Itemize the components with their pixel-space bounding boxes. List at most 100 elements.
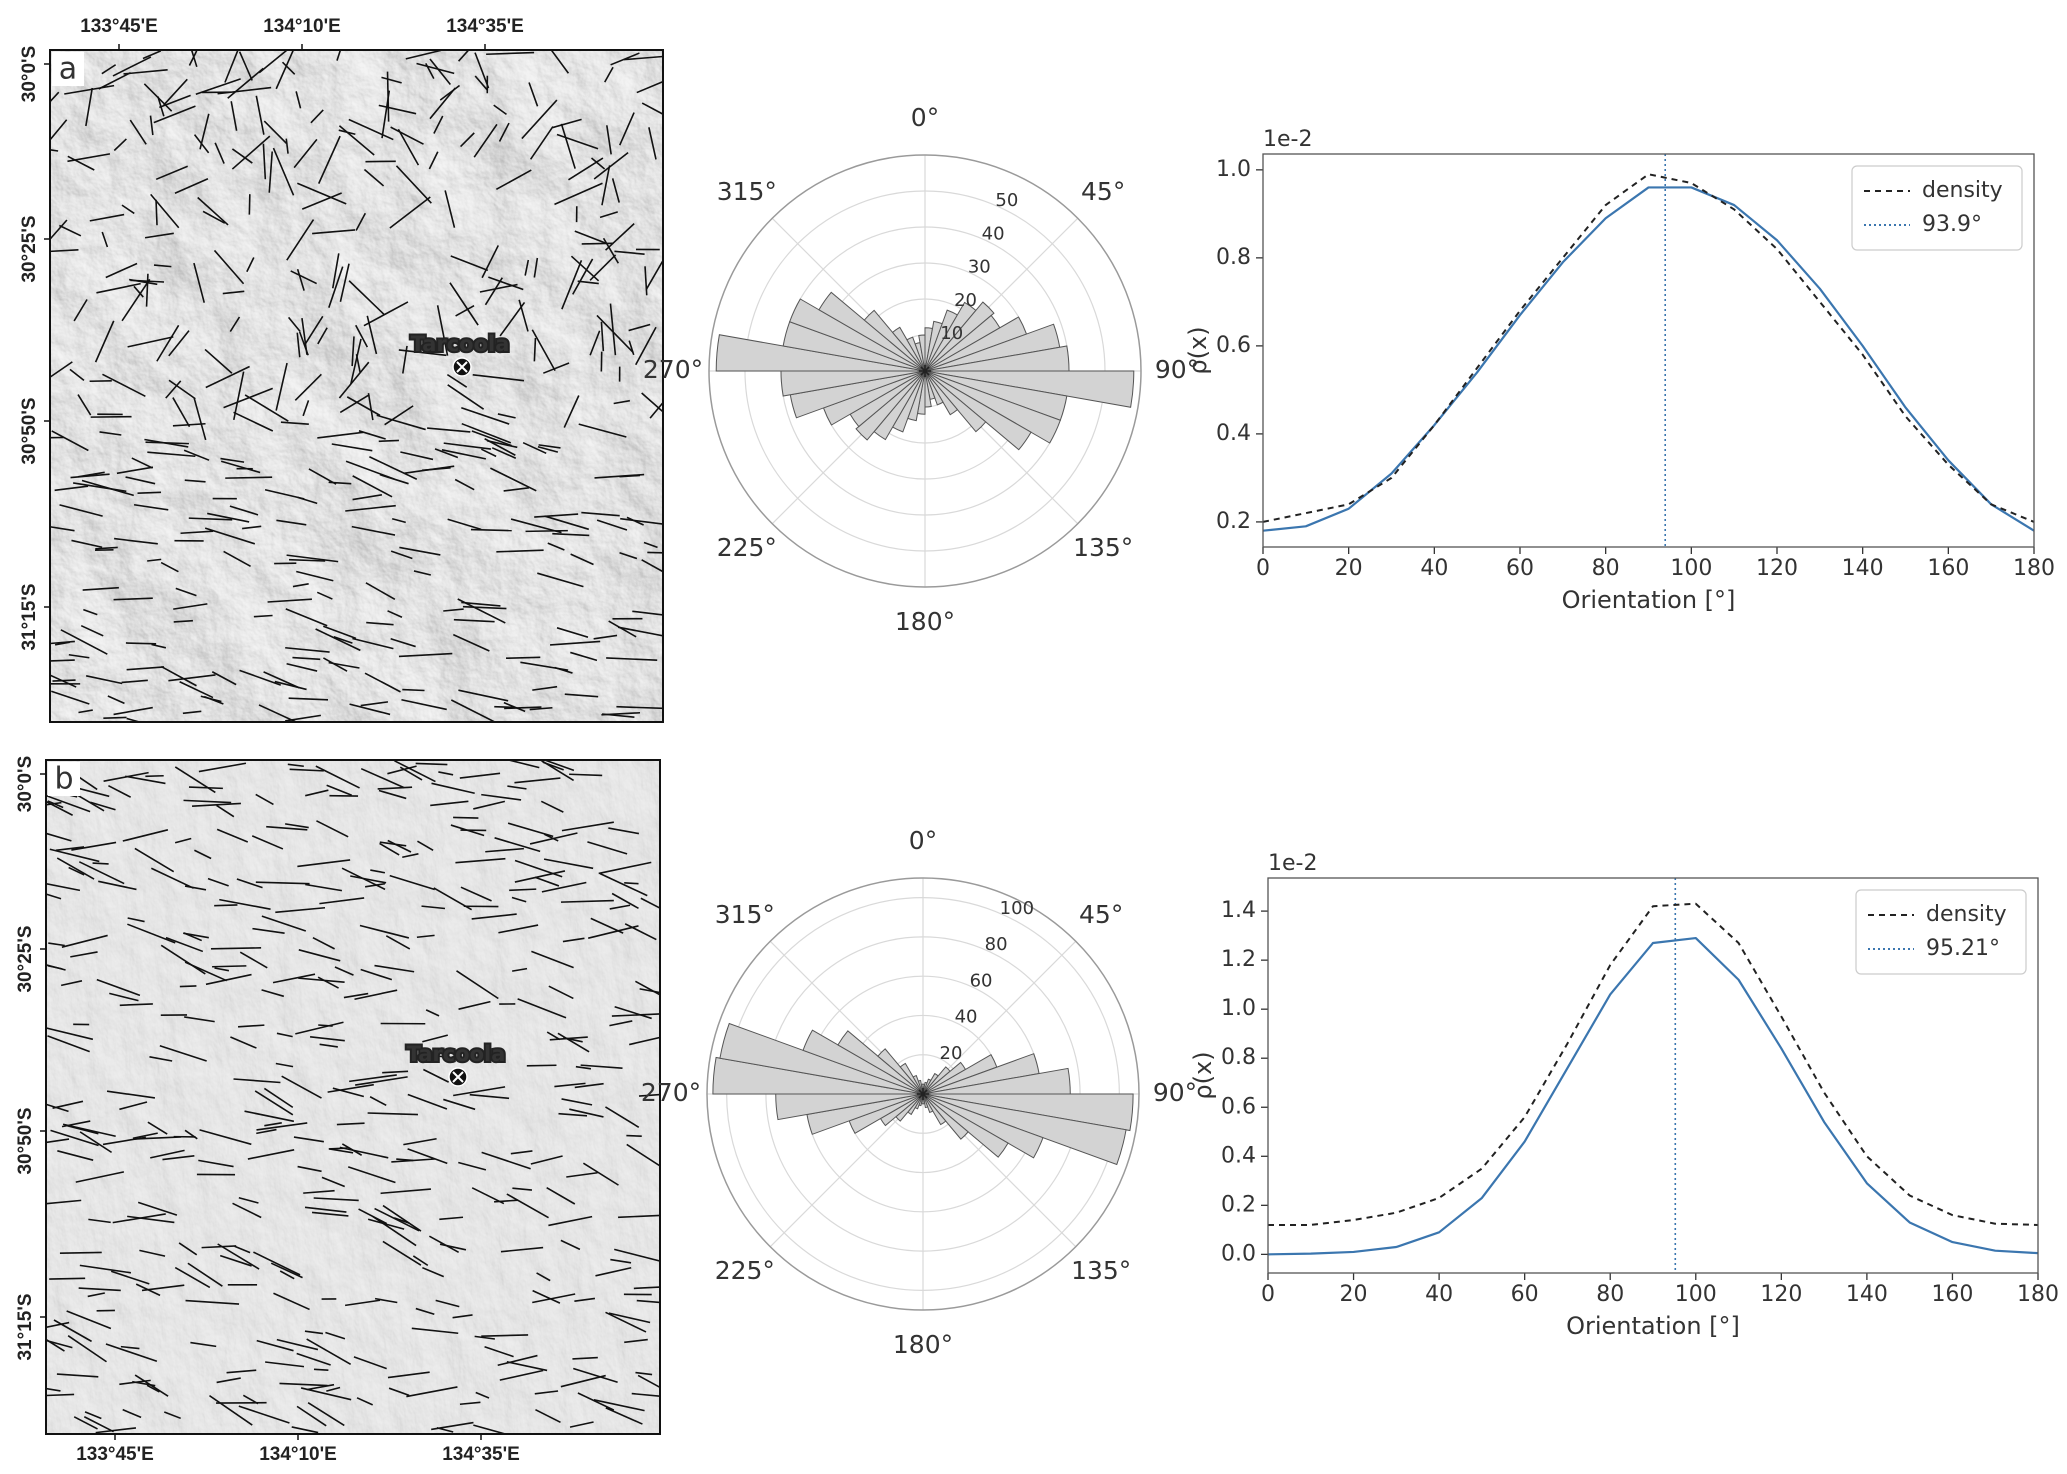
lineament <box>453 1086 506 1097</box>
lineament <box>358 1208 388 1225</box>
lineament <box>568 157 604 181</box>
lineament <box>506 1193 549 1219</box>
lineament <box>349 1074 397 1083</box>
lineament <box>50 91 60 103</box>
lineament <box>379 841 407 847</box>
lineament <box>188 50 198 66</box>
lineament <box>588 925 639 939</box>
lineament <box>533 337 537 362</box>
lineament <box>313 1368 329 1371</box>
lineament <box>116 466 154 475</box>
lon-tick-label: 134°10'E <box>263 16 341 37</box>
lineament <box>184 479 206 483</box>
rose-bar <box>818 291 926 372</box>
lineament <box>534 1390 559 1395</box>
lineament <box>558 1112 588 1117</box>
lineament <box>201 1245 237 1249</box>
lineament <box>566 1171 598 1178</box>
lineament <box>304 1206 347 1213</box>
lineament <box>149 1056 173 1062</box>
lineament <box>561 260 583 310</box>
lineament <box>390 126 424 145</box>
panel-label: a <box>59 52 77 87</box>
y-tick-label: 0.4 <box>1216 421 1251 446</box>
lineament <box>347 1166 396 1184</box>
lineament <box>199 1129 252 1146</box>
y-tick-label: 0.6 <box>1216 333 1251 358</box>
lineament <box>317 976 339 989</box>
mine-symbol-cross <box>456 361 468 373</box>
lineament <box>535 1408 561 1424</box>
angle-tick-label: 45° <box>1081 177 1125 206</box>
lineament <box>135 1283 161 1297</box>
lineament <box>540 800 564 813</box>
lineament <box>543 858 594 870</box>
lineament <box>548 985 574 1000</box>
lineament <box>159 1045 207 1062</box>
lineament <box>112 56 152 77</box>
lineament <box>416 934 435 939</box>
lineament <box>443 1098 476 1111</box>
lineament <box>611 178 620 203</box>
lineament <box>98 880 137 891</box>
lineament <box>590 157 606 170</box>
lineament <box>68 866 85 876</box>
lineament <box>89 213 125 222</box>
lineament <box>435 1299 460 1308</box>
lineament <box>360 701 389 707</box>
lineament <box>461 406 510 425</box>
lineament <box>529 706 553 711</box>
lineament <box>390 637 416 648</box>
lineament <box>304 1330 324 1335</box>
lineament <box>137 1201 178 1216</box>
lineament <box>133 285 144 298</box>
lineament <box>352 637 394 650</box>
lineament <box>447 384 485 410</box>
lineament <box>490 467 537 492</box>
lineament <box>90 801 116 811</box>
lineament <box>393 1217 410 1224</box>
x-tick-label: 180 <box>2013 556 2055 581</box>
x-axis-label: Orientation [°] <box>1566 1312 1740 1340</box>
lat-tick-label: 30°50'S <box>15 1107 36 1174</box>
lineament <box>633 1286 660 1290</box>
y-tick-label: 1.4 <box>1221 898 1256 923</box>
lineament <box>258 704 298 722</box>
lineament <box>73 1416 98 1430</box>
lineament <box>262 143 267 180</box>
lineament <box>544 515 590 531</box>
lineament <box>184 1016 215 1023</box>
lineament <box>253 1251 301 1276</box>
lineament <box>500 1246 544 1253</box>
mine-symbol-cross <box>452 1071 464 1083</box>
lineament <box>316 591 333 600</box>
lineament <box>353 1356 387 1370</box>
lineament <box>50 249 79 253</box>
x-tick-label: 40 <box>1425 1282 1453 1307</box>
lineament <box>150 193 180 229</box>
lineament <box>629 1036 660 1046</box>
lineament <box>279 1270 295 1280</box>
lineament <box>514 870 566 883</box>
rose-bar <box>912 1074 924 1095</box>
lineament <box>168 379 196 400</box>
y-axis-label: ρ(x) <box>1184 326 1212 374</box>
lineament <box>155 199 158 226</box>
lineament <box>305 789 329 797</box>
lineament <box>312 229 356 235</box>
lineament <box>415 1307 435 1316</box>
lineament <box>554 666 573 674</box>
lineament <box>57 1150 94 1161</box>
lineament <box>394 760 436 783</box>
lineament <box>292 656 321 661</box>
lineament <box>374 1207 420 1232</box>
lineament <box>613 399 631 405</box>
place-name: Tarcoola <box>411 332 510 356</box>
lineament <box>132 1132 158 1140</box>
lineament <box>77 394 92 416</box>
lineament <box>156 324 180 362</box>
radial-tick-label: 60 <box>970 970 993 991</box>
lineament <box>92 862 109 865</box>
lineament <box>614 1005 652 1020</box>
